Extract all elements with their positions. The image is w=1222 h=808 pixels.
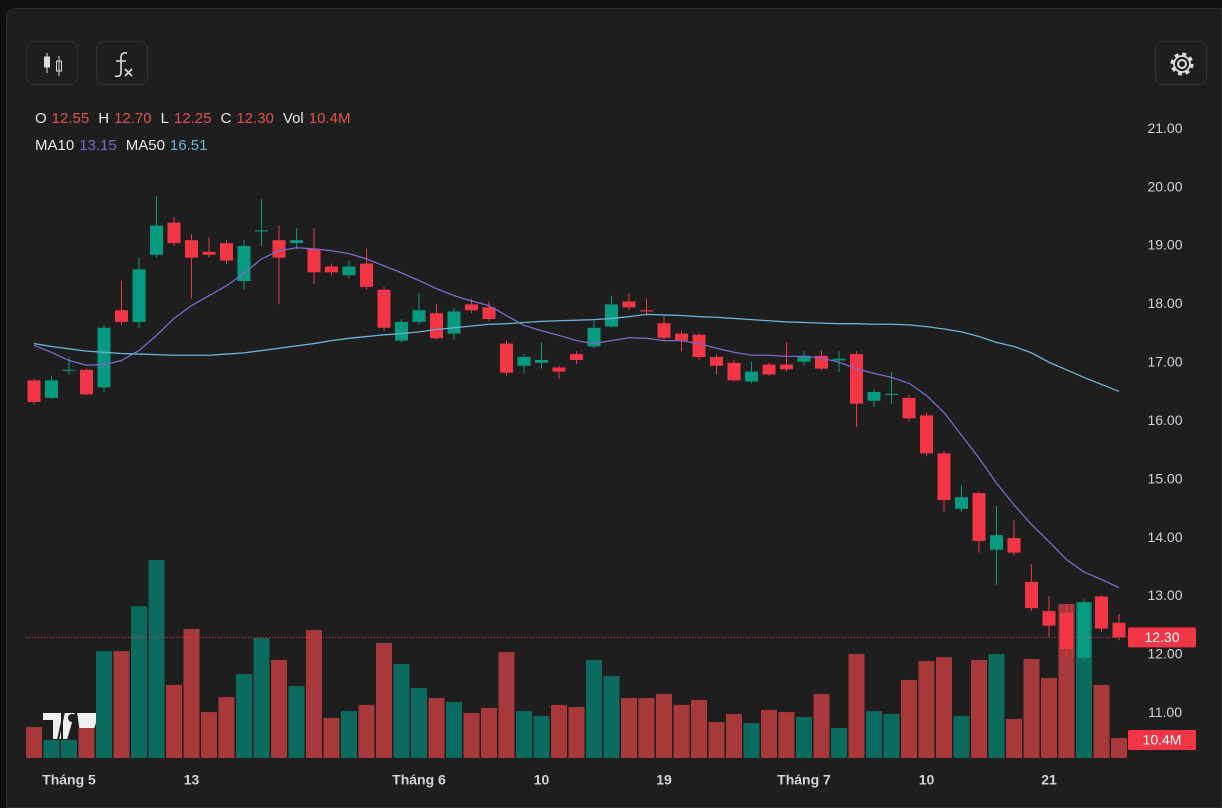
gear-icon (1170, 52, 1194, 76)
legend-label: Vol (282, 110, 304, 127)
ma-value: 16.51 (169, 137, 208, 154)
legend-value: 10.4M (308, 110, 351, 127)
chart-panel (6, 8, 1222, 808)
legend-label: H (98, 110, 110, 127)
legend-value: 12.55 (51, 110, 90, 127)
ohlc-legend: O 12.55 H 12.70 L 12.25 C 12.30 Vol 10.4M (35, 110, 354, 127)
legend-label: C (220, 110, 232, 127)
legend-value: 12.25 (173, 110, 212, 127)
legend-label: O (35, 110, 47, 127)
ma-label: MA10 (35, 137, 75, 154)
settings-button[interactable] (1155, 41, 1207, 85)
legend-value: 12.30 (236, 110, 274, 127)
ma-label: MA50 (125, 137, 165, 154)
legend-label: L (160, 110, 169, 127)
fx-icon (114, 51, 133, 78)
candle-type-button[interactable] (26, 41, 78, 85)
candle-icon (44, 53, 62, 76)
ma-value: 13.15 (79, 137, 117, 154)
indicator-button[interactable] (96, 41, 148, 85)
legend-value: 12.70 (114, 110, 152, 127)
ma-legend: MA10 13.15 MA50 16.51 (35, 137, 211, 154)
